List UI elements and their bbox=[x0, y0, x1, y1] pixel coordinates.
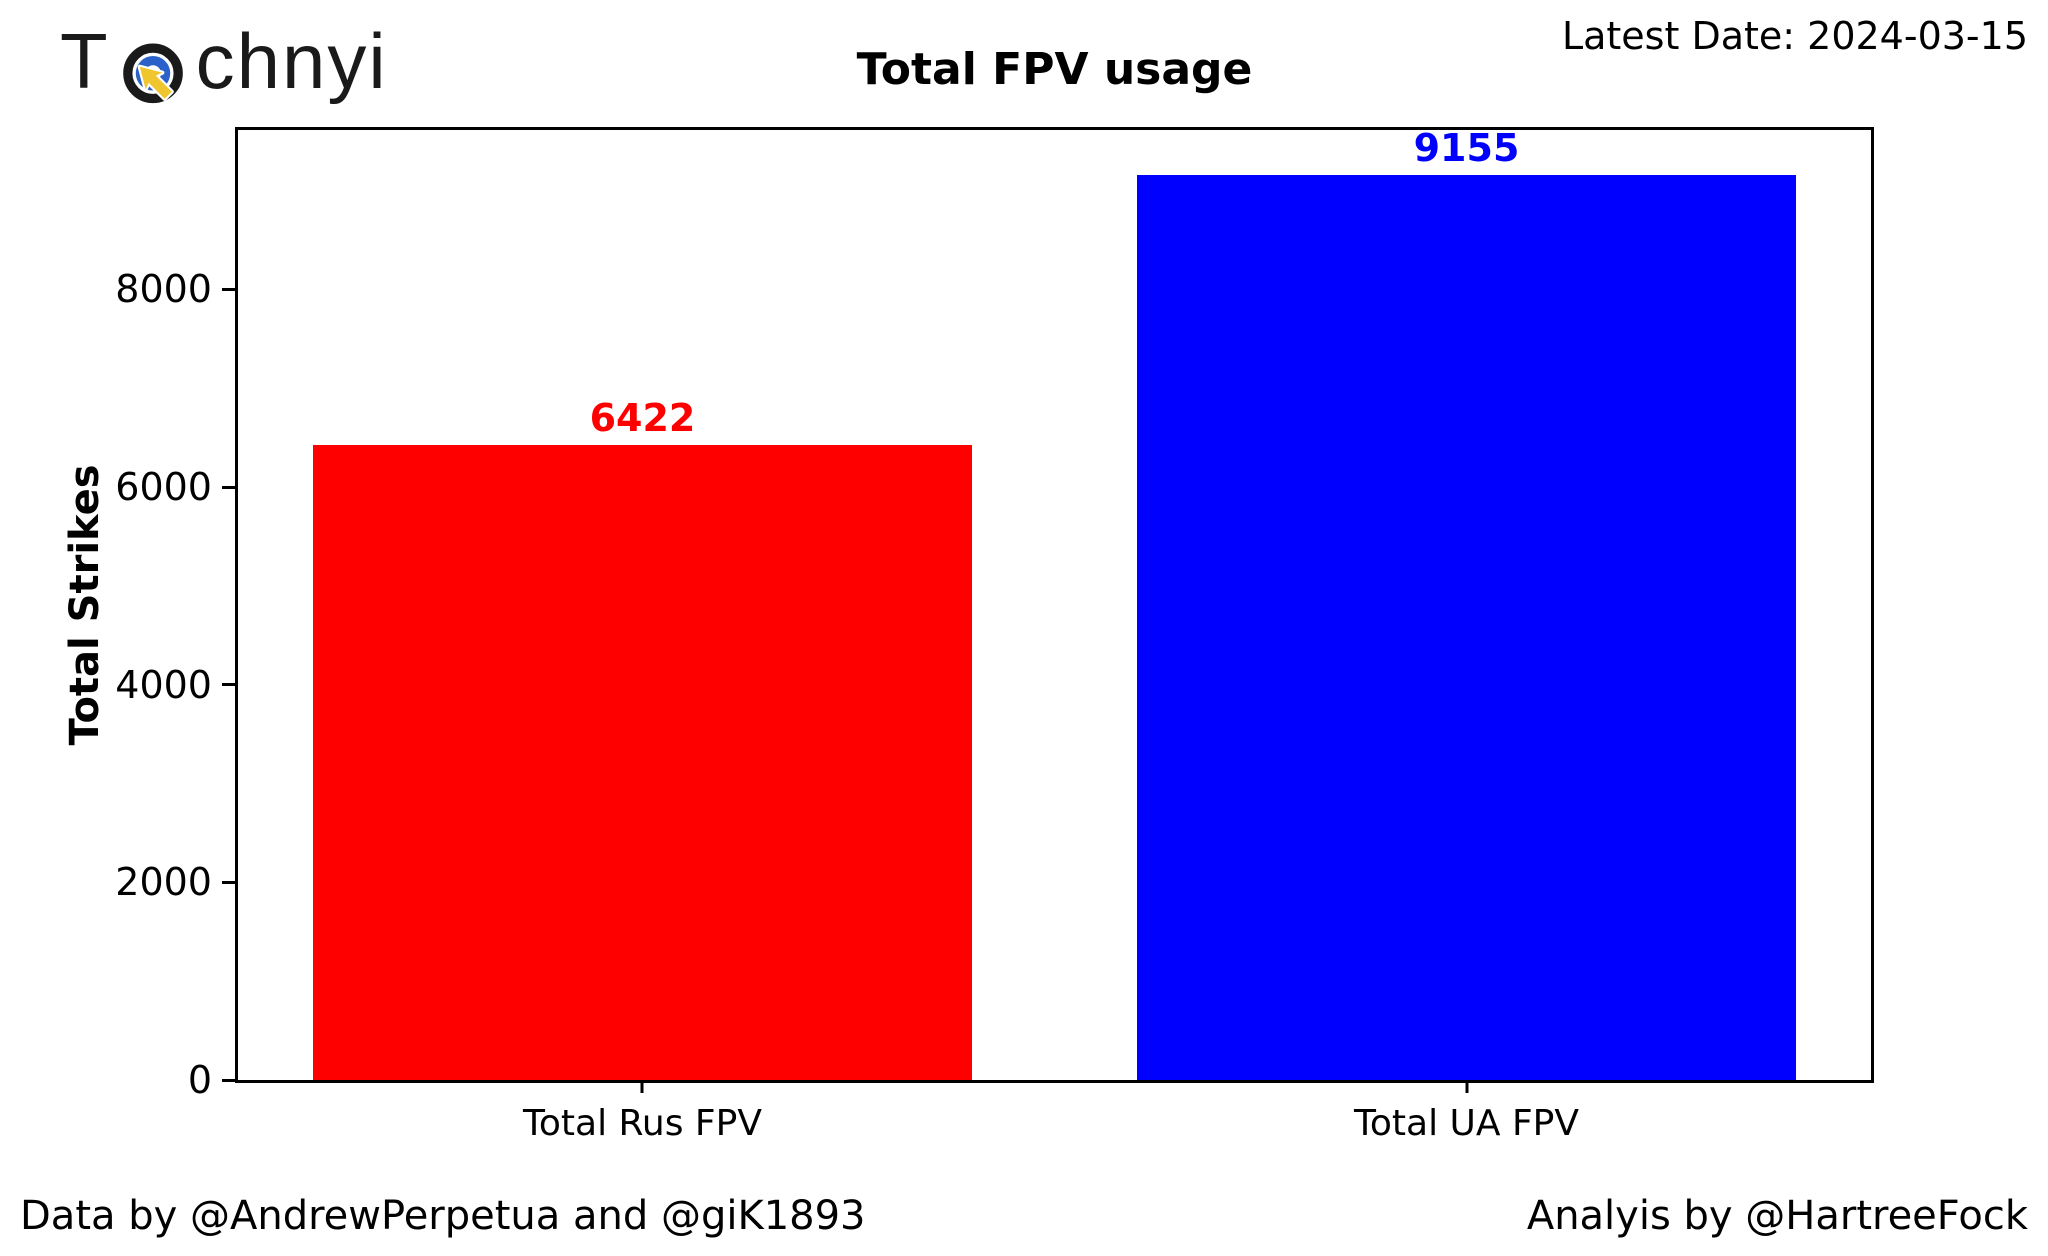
footer-data-credit: Data by @AndrewPerpetua and @giK1893 bbox=[20, 1193, 866, 1239]
chart-title: Total FPV usage bbox=[856, 44, 1253, 95]
y-axis-label: Total Strikes bbox=[62, 464, 108, 746]
y-tick-label: 6000 bbox=[115, 465, 212, 510]
y-tick-mark bbox=[222, 1078, 235, 1082]
x-tick-label: Total Rus FPV bbox=[522, 1103, 762, 1144]
bar-value-label: 9155 bbox=[1413, 126, 1520, 171]
y-tick-mark bbox=[222, 683, 235, 687]
x-tick-label: Total UA FPV bbox=[1354, 1103, 1579, 1144]
logo-text-prefix: T bbox=[60, 17, 110, 105]
y-tick-label: 2000 bbox=[115, 860, 212, 905]
y-tick-label: 4000 bbox=[115, 662, 212, 707]
logo-text-suffix: chnyi bbox=[195, 17, 388, 105]
bar bbox=[1136, 175, 1797, 1080]
x-tick-mark bbox=[1465, 1080, 1468, 1093]
target-cursor-icon bbox=[122, 43, 183, 104]
latest-date-label: Latest Date: 2024-03-15 bbox=[1561, 14, 2028, 58]
cursor-icon bbox=[137, 64, 174, 101]
footer-analysis-credit: Analyis by @HartreeFock bbox=[1526, 1193, 2028, 1239]
y-tick-label: 0 bbox=[187, 1058, 212, 1102]
y-tick-mark bbox=[222, 880, 235, 884]
bar-value-label: 6422 bbox=[589, 396, 696, 441]
plot-area: 6422 Total Rus FPV 9155 Total UA FPV 0 2000 40… bbox=[115, 126, 1874, 1144]
bar bbox=[312, 445, 973, 1080]
y-tick-mark bbox=[222, 287, 235, 291]
x-tick-mark bbox=[640, 1080, 644, 1093]
logo: T chnyi bbox=[60, 22, 388, 118]
y-tick-mark bbox=[222, 485, 235, 489]
y-tick-label: 8000 bbox=[115, 267, 212, 312]
